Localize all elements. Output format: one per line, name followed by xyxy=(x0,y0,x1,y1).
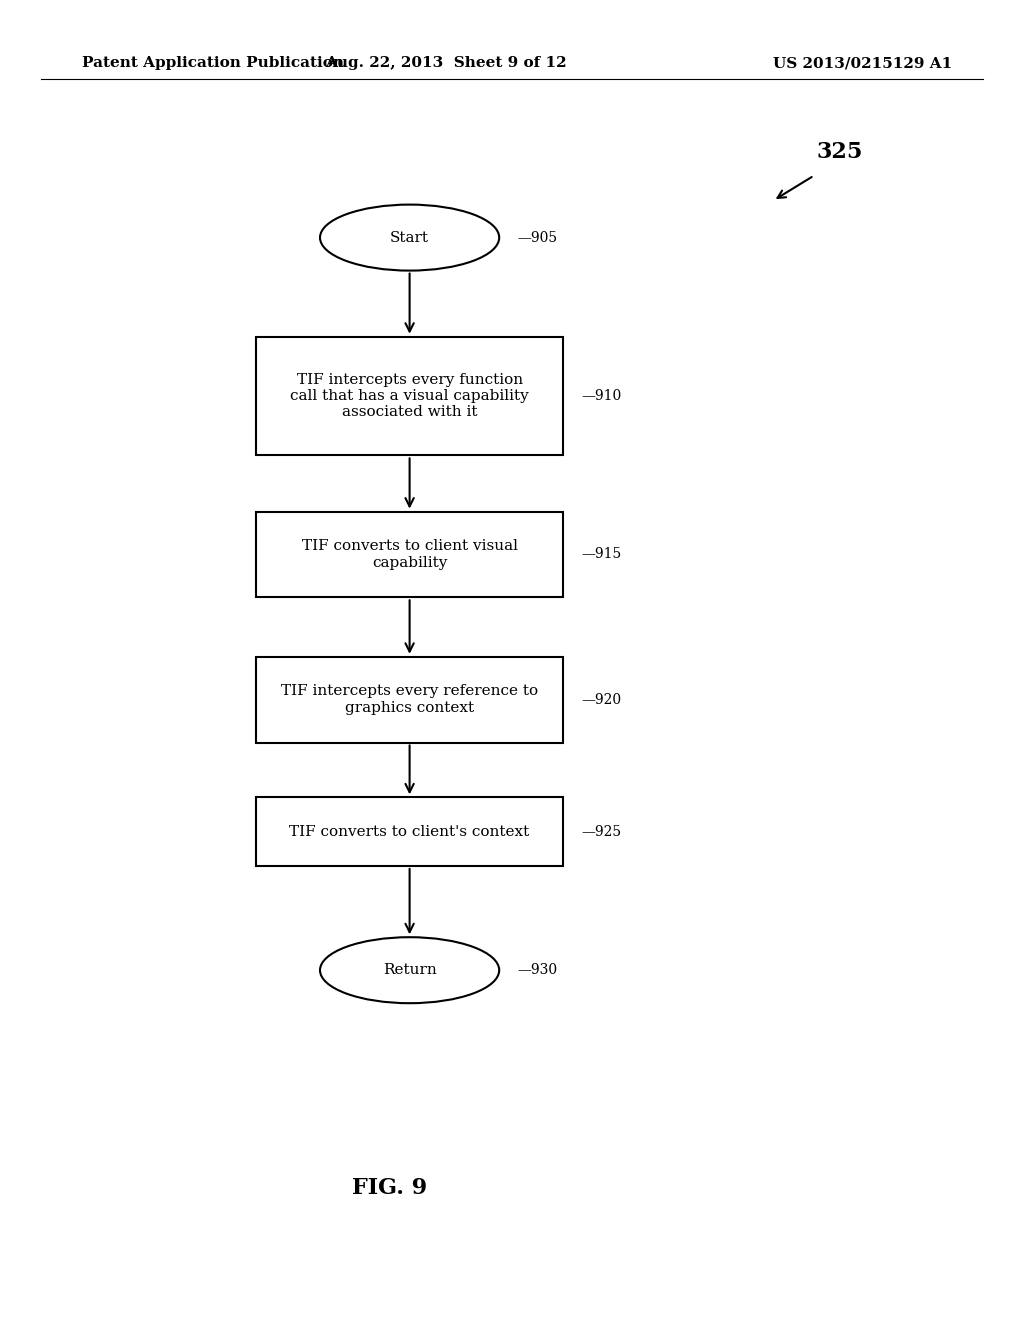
Text: US 2013/0215129 A1: US 2013/0215129 A1 xyxy=(773,57,952,70)
Ellipse shape xyxy=(319,205,500,271)
Text: FIG. 9: FIG. 9 xyxy=(351,1177,427,1199)
Text: TIF intercepts every function
call that has a visual capability
associated with : TIF intercepts every function call that … xyxy=(290,372,529,420)
Text: —925: —925 xyxy=(582,825,622,838)
Text: —930: —930 xyxy=(518,964,558,977)
Text: TIF converts to client's context: TIF converts to client's context xyxy=(290,825,529,838)
Text: —920: —920 xyxy=(582,693,622,706)
Text: Aug. 22, 2013  Sheet 9 of 12: Aug. 22, 2013 Sheet 9 of 12 xyxy=(325,57,566,70)
Text: TIF converts to client visual
capability: TIF converts to client visual capability xyxy=(302,540,517,569)
Text: Start: Start xyxy=(390,231,429,244)
Text: Patent Application Publication: Patent Application Publication xyxy=(82,57,344,70)
Text: Return: Return xyxy=(383,964,436,977)
Bar xyxy=(256,511,563,597)
Text: —915: —915 xyxy=(582,548,622,561)
Bar xyxy=(256,337,563,455)
Text: TIF intercepts every reference to
graphics context: TIF intercepts every reference to graphi… xyxy=(281,685,539,714)
Bar xyxy=(256,657,563,742)
Text: 325: 325 xyxy=(816,141,863,162)
Text: —910: —910 xyxy=(582,389,622,403)
Ellipse shape xyxy=(319,937,500,1003)
Text: —905: —905 xyxy=(518,231,558,244)
Bar xyxy=(256,797,563,866)
